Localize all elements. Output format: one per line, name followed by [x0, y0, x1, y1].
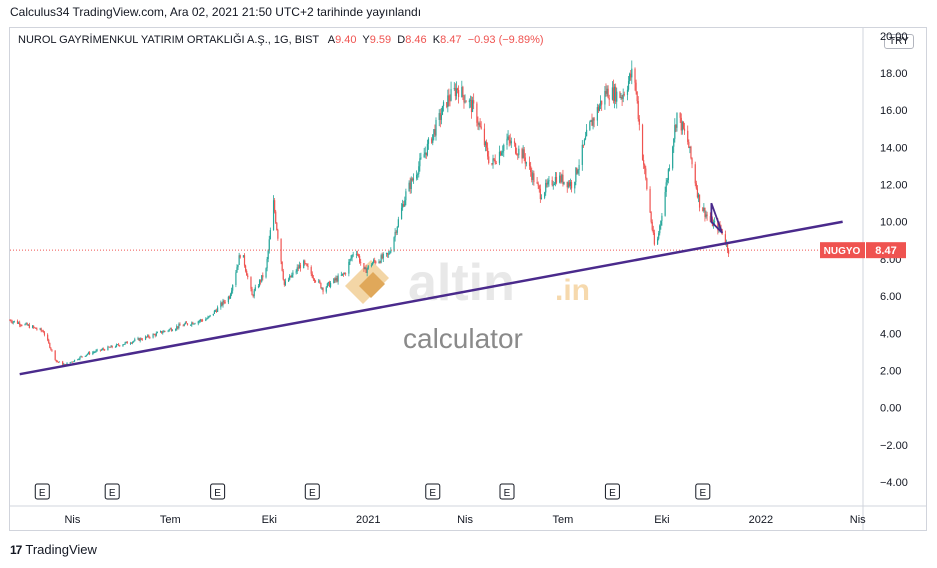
low-label: D — [397, 34, 406, 46]
high-value: 9.59 — [369, 34, 392, 46]
close-label: K — [432, 34, 441, 46]
change-value: −0.93 (−9.89%) — [467, 34, 544, 46]
tradingview-brand: 17 TradingView — [10, 542, 97, 557]
symbol-legend: NUROL GAYRİMENKUL YATIRIM ORTAKLIĞI A.Ş.… — [18, 34, 544, 46]
currency-badge[interactable]: TRY — [884, 34, 914, 49]
open-value: 9.40 — [335, 34, 357, 46]
high-label: Y — [362, 34, 370, 46]
open-label: A — [327, 34, 336, 46]
close-value: 8.47 — [440, 34, 462, 46]
chart-frame — [9, 27, 927, 531]
tradingview-text: TradingView — [25, 542, 97, 557]
symbol-name: NUROL GAYRİMENKUL YATIRIM ORTAKLIĞI A.Ş.… — [18, 34, 320, 46]
low-value: 8.46 — [405, 34, 427, 46]
publish-caption: Calculus34 TradingView.com, Ara 02, 2021… — [10, 5, 422, 19]
tradingview-logo-icon: 17 — [10, 542, 22, 557]
